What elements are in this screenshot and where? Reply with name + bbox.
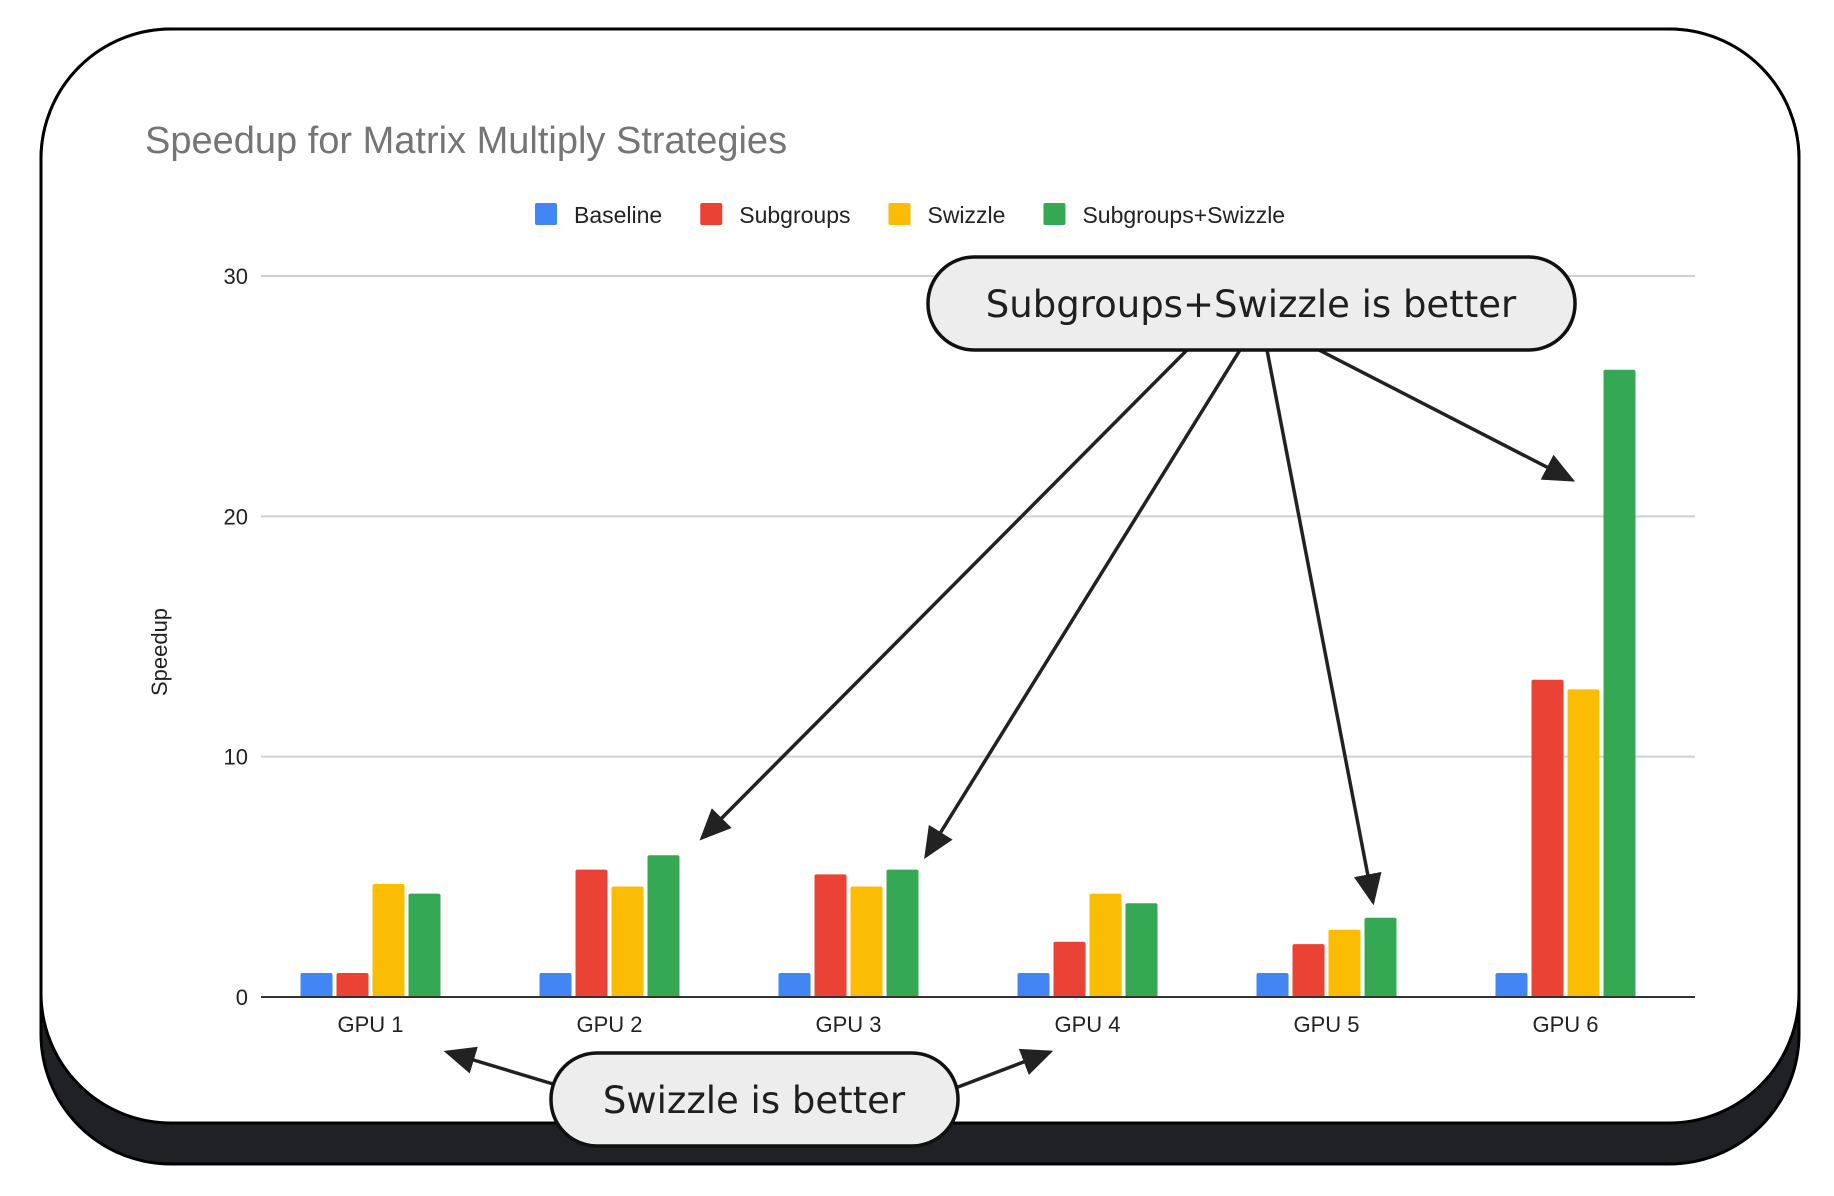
bar-subgroups-swizzle-gpu1 (408, 893, 441, 997)
x-tick-label: GPU 4 (1054, 1012, 1120, 1037)
y-tick-label: 0 (236, 985, 248, 1010)
bar-swizzle-gpu3 (850, 886, 883, 997)
bar-baseline-gpu4 (1017, 972, 1050, 997)
legend-swatch (535, 203, 557, 225)
bar-swizzle-gpu2 (611, 886, 644, 997)
x-axis-ticks: GPU 1 GPU 2 GPU 3 GPU 4 GPU 5 GPU 6 (337, 1012, 1598, 1037)
bars (300, 369, 1636, 998)
legend-label: Swizzle (927, 202, 1005, 228)
bar-subgroups-swizzle-gpu6 (1603, 369, 1636, 998)
callout-subgroups-swizzle: Subgroups+Swizzle is better (926, 255, 1577, 352)
bar-subgroups-gpu1 (336, 972, 369, 997)
bar-subgroups-gpu4 (1053, 941, 1086, 997)
y-tick-label: 20 (224, 504, 248, 529)
bar-subgroups-swizzle-gpu3 (886, 869, 919, 997)
callout-swizzle: Swizzle is better (549, 1051, 960, 1148)
legend-label: Subgroups+Swizzle (1082, 202, 1285, 228)
arrow-to-gpu4 (957, 1048, 1054, 1089)
bar-baseline-gpu1 (300, 972, 333, 997)
bar-baseline-gpu6 (1495, 972, 1528, 997)
bar-swizzle-gpu6 (1567, 689, 1600, 997)
bar-subgroups-gpu5 (1292, 944, 1325, 997)
legend: Baseline Subgroups Swizzle Subgroups+Swizzl… (535, 202, 1285, 228)
bar-swizzle-gpu5 (1328, 929, 1361, 997)
legend-label: Baseline (574, 202, 662, 228)
bar-swizzle-gpu4 (1089, 893, 1122, 997)
bar-baseline-gpu3 (778, 972, 811, 997)
x-tick-label: GPU 6 (1532, 1012, 1598, 1037)
bar-subgroups-gpu2 (575, 869, 608, 997)
y-axis-ticks: 0 10 20 30 (224, 264, 248, 1010)
legend-swatch (700, 203, 723, 225)
bar-swizzle-gpu1 (372, 884, 405, 997)
arrow-to-gpu6 (1318, 348, 1576, 482)
bar-baseline-gpu5 (1256, 972, 1289, 997)
legend-swatch (1043, 203, 1066, 225)
legend-swatch (888, 203, 911, 225)
y-tick-label: 10 (224, 745, 248, 770)
bar-subgroups-swizzle-gpu5 (1364, 917, 1397, 997)
x-tick-label: GPU 2 (576, 1012, 642, 1037)
x-tick-label: GPU 5 (1293, 1012, 1359, 1037)
y-axis-label: Speedup (147, 608, 172, 696)
arrow-to-gpu3 (924, 349, 1242, 859)
legend-label: Subgroups (739, 202, 850, 228)
bar-baseline-gpu2 (539, 972, 572, 997)
arrow-to-gpu2 (699, 348, 1189, 841)
annotation-arrows (443, 348, 1576, 1089)
x-tick-label: GPU 3 (815, 1012, 881, 1037)
bar-subgroups-gpu3 (814, 874, 847, 997)
bar-subgroups-swizzle-gpu2 (647, 855, 680, 997)
chart-title: Speedup for Matrix Multiply Strategies (145, 120, 787, 162)
arrow-to-gpu5 (1265, 349, 1382, 906)
callout-text: Subgroups+Swizzle is better (986, 283, 1517, 326)
x-tick-label: GPU 1 (337, 1012, 403, 1037)
callout-text: Swizzle is better (603, 1079, 906, 1122)
bar-subgroups-swizzle-gpu4 (1125, 903, 1158, 997)
arrow-to-gpu1 (443, 1046, 554, 1086)
y-tick-label: 30 (224, 264, 248, 289)
bar-subgroups-gpu6 (1531, 679, 1564, 997)
